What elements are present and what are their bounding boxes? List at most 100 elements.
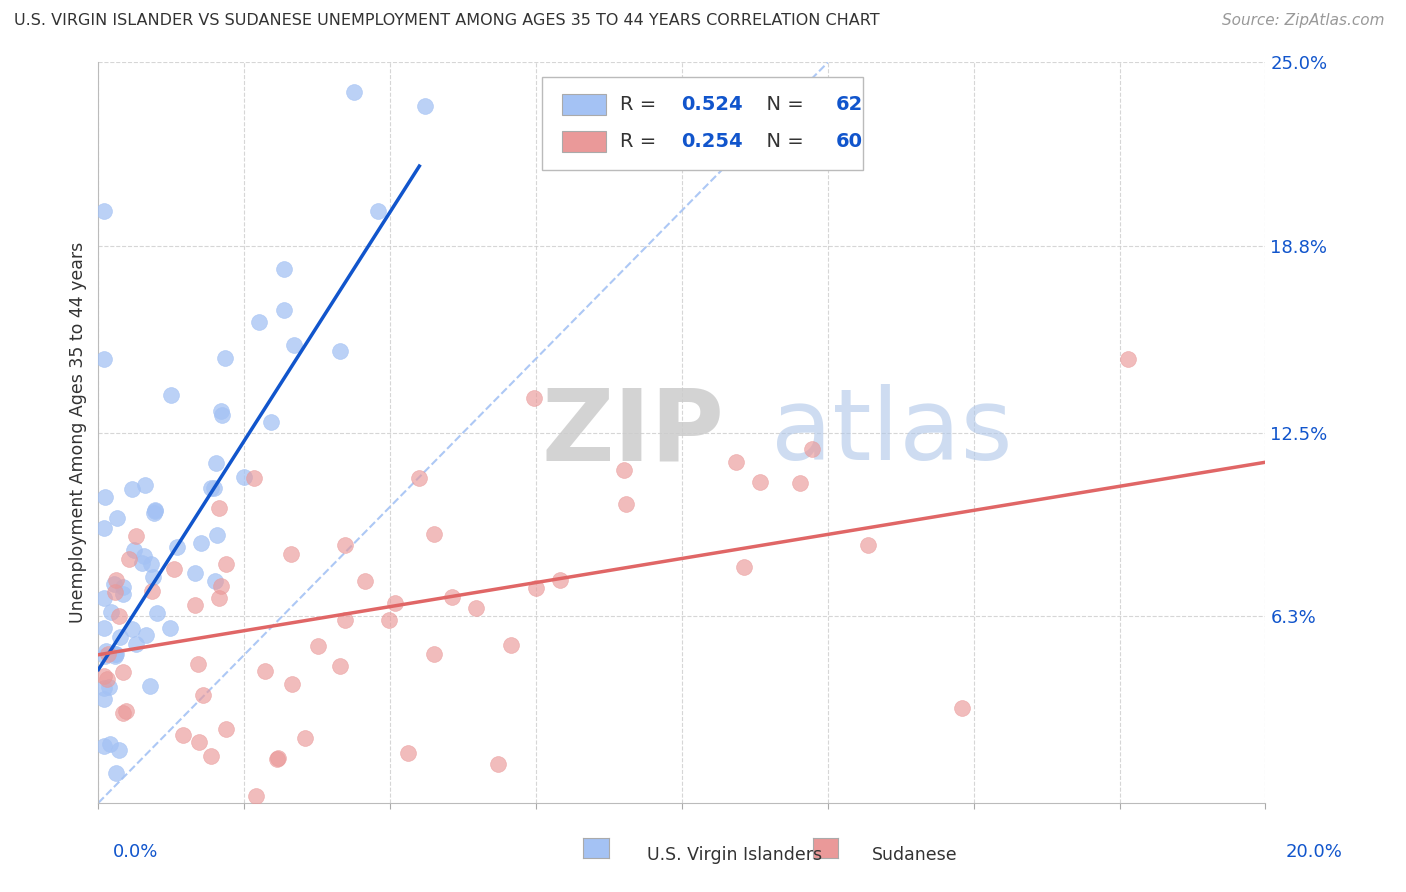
- Point: [105, 510, 128, 524]
- Text: N =: N =: [754, 132, 810, 151]
- Point: [190, 535, 212, 549]
- Text: atlas: atlas: [770, 384, 1012, 481]
- Point: [215, 557, 238, 571]
- Point: [98, 680, 121, 694]
- Point: [789, 476, 811, 491]
- Point: [108, 630, 131, 644]
- Point: [335, 538, 357, 552]
- Text: Source: ZipAtlas.com: Source: ZipAtlas.com: [1222, 13, 1385, 29]
- Point: [408, 471, 430, 485]
- Point: [93, 668, 115, 682]
- Point: [724, 455, 747, 469]
- Point: [378, 613, 401, 627]
- Point: [233, 470, 256, 484]
- Point: [384, 596, 406, 610]
- Point: [733, 559, 755, 574]
- Point: [132, 549, 155, 564]
- Point: [134, 477, 156, 491]
- Point: [423, 647, 446, 661]
- Point: [209, 404, 232, 418]
- Point: [440, 590, 463, 604]
- Point: [108, 743, 131, 757]
- Point: [107, 609, 129, 624]
- Point: [294, 731, 316, 746]
- Point: [613, 463, 636, 477]
- Point: [159, 621, 181, 635]
- Point: [200, 481, 222, 495]
- Point: [100, 605, 122, 619]
- Point: [205, 456, 228, 470]
- Point: [548, 574, 571, 588]
- Point: [215, 722, 238, 736]
- Point: [273, 303, 295, 318]
- Point: [122, 543, 145, 558]
- Point: [93, 681, 115, 696]
- Point: [146, 606, 169, 620]
- Point: [208, 591, 231, 605]
- Point: [121, 482, 143, 496]
- Point: [329, 659, 352, 673]
- Point: [98, 737, 121, 751]
- Point: [524, 582, 547, 596]
- Point: [200, 749, 222, 764]
- Point: [166, 540, 188, 554]
- Point: [112, 665, 135, 679]
- Point: [131, 556, 153, 570]
- Point: [205, 527, 228, 541]
- Point: [172, 728, 194, 742]
- Text: 20.0%: 20.0%: [1286, 843, 1343, 861]
- Point: [93, 351, 115, 366]
- Point: [183, 566, 205, 580]
- Point: [186, 657, 208, 672]
- Point: [188, 735, 211, 749]
- Point: [343, 86, 366, 100]
- Point: [209, 578, 232, 592]
- Point: [184, 598, 207, 612]
- Point: [121, 622, 143, 636]
- Point: [367, 203, 389, 218]
- Point: [354, 574, 377, 589]
- Point: [211, 408, 233, 422]
- Point: [214, 351, 236, 365]
- Point: [104, 648, 127, 662]
- Point: [94, 643, 117, 657]
- Point: [254, 664, 277, 678]
- Point: [280, 677, 302, 691]
- Text: 0.524: 0.524: [681, 95, 742, 114]
- Point: [856, 538, 879, 552]
- FancyBboxPatch shape: [541, 78, 863, 169]
- Point: [749, 475, 772, 489]
- Point: [124, 528, 146, 542]
- Point: [104, 766, 127, 780]
- Point: [499, 638, 522, 652]
- Point: [333, 614, 356, 628]
- Point: [93, 521, 115, 535]
- Point: [111, 706, 134, 721]
- Text: 0.0%: 0.0%: [112, 843, 157, 861]
- Point: [267, 751, 290, 765]
- Y-axis label: Unemployment Among Ages 35 to 44 years: Unemployment Among Ages 35 to 44 years: [69, 242, 87, 624]
- Point: [273, 261, 295, 276]
- Point: [104, 573, 127, 587]
- Point: [415, 99, 437, 113]
- FancyBboxPatch shape: [562, 131, 606, 152]
- Text: U.S. VIRGIN ISLANDER VS SUDANESE UNEMPLOYMENT AMONG AGES 35 TO 44 YEARS CORRELAT: U.S. VIRGIN ISLANDER VS SUDANESE UNEMPLO…: [14, 13, 880, 29]
- Point: [94, 648, 117, 663]
- Point: [950, 701, 973, 715]
- Point: [243, 470, 266, 484]
- Text: Sudanese: Sudanese: [872, 846, 957, 863]
- Point: [93, 203, 115, 218]
- Point: [614, 497, 637, 511]
- Point: [191, 688, 214, 702]
- Point: [247, 315, 270, 329]
- Point: [93, 621, 115, 635]
- Point: [208, 501, 231, 516]
- Point: [486, 757, 509, 772]
- Point: [112, 587, 135, 601]
- Point: [280, 547, 302, 561]
- Point: [143, 506, 166, 520]
- Point: [139, 557, 162, 571]
- Point: [523, 392, 546, 406]
- Point: [97, 648, 120, 662]
- Text: ZIP: ZIP: [541, 384, 724, 481]
